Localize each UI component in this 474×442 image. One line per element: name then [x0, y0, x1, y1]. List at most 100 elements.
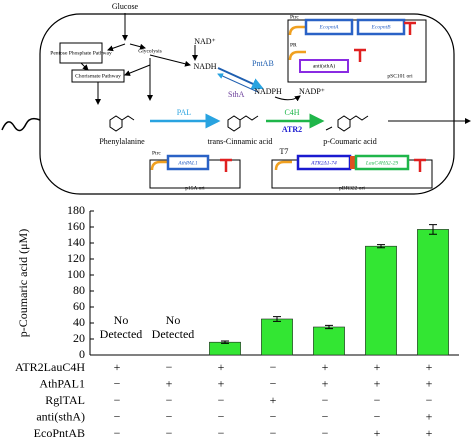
label: Chorismate Pathway [75, 73, 121, 79]
cell [39, 13, 455, 195]
y-tick-label: 20 [73, 331, 85, 345]
cell: − [322, 393, 329, 407]
error-bar [273, 316, 281, 322]
error-bar [221, 340, 229, 344]
y-axis-label: p-Coumaric acid (μM) [16, 229, 30, 337]
cell: − [270, 409, 277, 423]
cell: + [218, 376, 225, 390]
flagellum [1, 117, 41, 132]
gene [166, 154, 210, 171]
label: Glycolysis [138, 48, 162, 54]
y-tick-label: 80 [73, 283, 85, 297]
y-tick-label: 140 [67, 235, 85, 249]
label: Ptrc [152, 150, 161, 156]
bar [261, 318, 293, 356]
label: C4H [284, 108, 299, 117]
error-bar [377, 244, 385, 249]
gene [354, 154, 410, 171]
cell: − [166, 393, 173, 407]
label: p15A ori [185, 185, 205, 191]
cell: − [114, 409, 121, 423]
label: AthPAL1 [177, 160, 198, 166]
y-tick-label: 60 [73, 299, 85, 313]
label: anti(sthA) [313, 62, 335, 69]
cell: − [114, 426, 121, 440]
y-tick-label: 120 [67, 251, 85, 265]
molecule [109, 115, 135, 132]
cell: + [322, 376, 329, 390]
cell: + [374, 376, 381, 390]
cell: + [166, 376, 173, 390]
label: NADP⁺ [299, 87, 325, 96]
label: PntAB [252, 59, 274, 68]
y-tick-label: 180 [67, 203, 85, 217]
promoter [288, 25, 306, 36]
cell: − [270, 376, 277, 390]
label: Phenylalanine [99, 137, 145, 146]
cell: + [426, 360, 433, 374]
cell: + [374, 360, 381, 374]
cell: − [218, 409, 225, 423]
label: ATR2Δ1-74 [310, 159, 337, 166]
cell: − [322, 426, 329, 440]
cell: + [114, 360, 121, 374]
label: Pentose Phosphate Pathway [50, 50, 112, 56]
label: NAD⁺ [194, 37, 216, 46]
cell: − [322, 409, 329, 423]
cell: + [218, 360, 225, 374]
cell: + [322, 360, 329, 374]
promoter [274, 160, 292, 171]
cell: − [374, 409, 381, 423]
cell: − [166, 409, 173, 423]
row-label: EcoPntAB [34, 426, 85, 440]
label: PR [290, 42, 297, 48]
linker [350, 156, 356, 169]
diagram-labels: Glucose Pentose Phosphate Pathway Glycol… [50, 2, 413, 191]
cell: − [218, 426, 225, 440]
bar [365, 245, 397, 356]
molecule [325, 115, 369, 132]
row-label: anti(sthA) [36, 409, 85, 423]
y-tick-label: 160 [67, 219, 85, 233]
label: NADPH [254, 87, 282, 96]
cell: + [270, 393, 277, 407]
label: EcopntB [371, 24, 392, 30]
arrow [149, 54, 191, 67]
label: Ptrc [290, 14, 299, 20]
cell: + [426, 376, 433, 390]
molecule [227, 115, 259, 132]
terminator [354, 48, 366, 62]
cell: − [374, 393, 381, 407]
cell: − [114, 393, 121, 407]
row-label: RglTAL [45, 393, 85, 407]
label: trans-Cinnamic acid [208, 137, 273, 146]
cell: + [426, 409, 433, 423]
cell: − [270, 426, 277, 440]
arrow [217, 73, 259, 93]
promoter [288, 50, 306, 61]
gene [299, 59, 349, 73]
arrow [124, 64, 151, 76]
arrow [80, 62, 89, 71]
bar [417, 229, 449, 356]
diagram [1, 13, 471, 195]
y-tick-label: 0 [79, 347, 85, 361]
y-tick-label: 100 [67, 267, 85, 281]
cell: − [114, 376, 121, 390]
bar [209, 341, 241, 356]
row-label: ATR2LauC4H [15, 360, 85, 374]
cell: − [218, 393, 225, 407]
arrow [274, 95, 301, 102]
error-bar [429, 224, 437, 235]
label: EcopntA [319, 24, 340, 30]
label: p-Coumaric acid [323, 137, 377, 146]
arrow [217, 67, 264, 90]
gene [304, 18, 354, 36]
gene [356, 18, 406, 36]
label: PAL [177, 108, 191, 117]
y-tick-label: 40 [73, 315, 85, 329]
arrow [129, 43, 146, 50]
terminator [404, 21, 416, 35]
label: SthA [228, 90, 245, 99]
